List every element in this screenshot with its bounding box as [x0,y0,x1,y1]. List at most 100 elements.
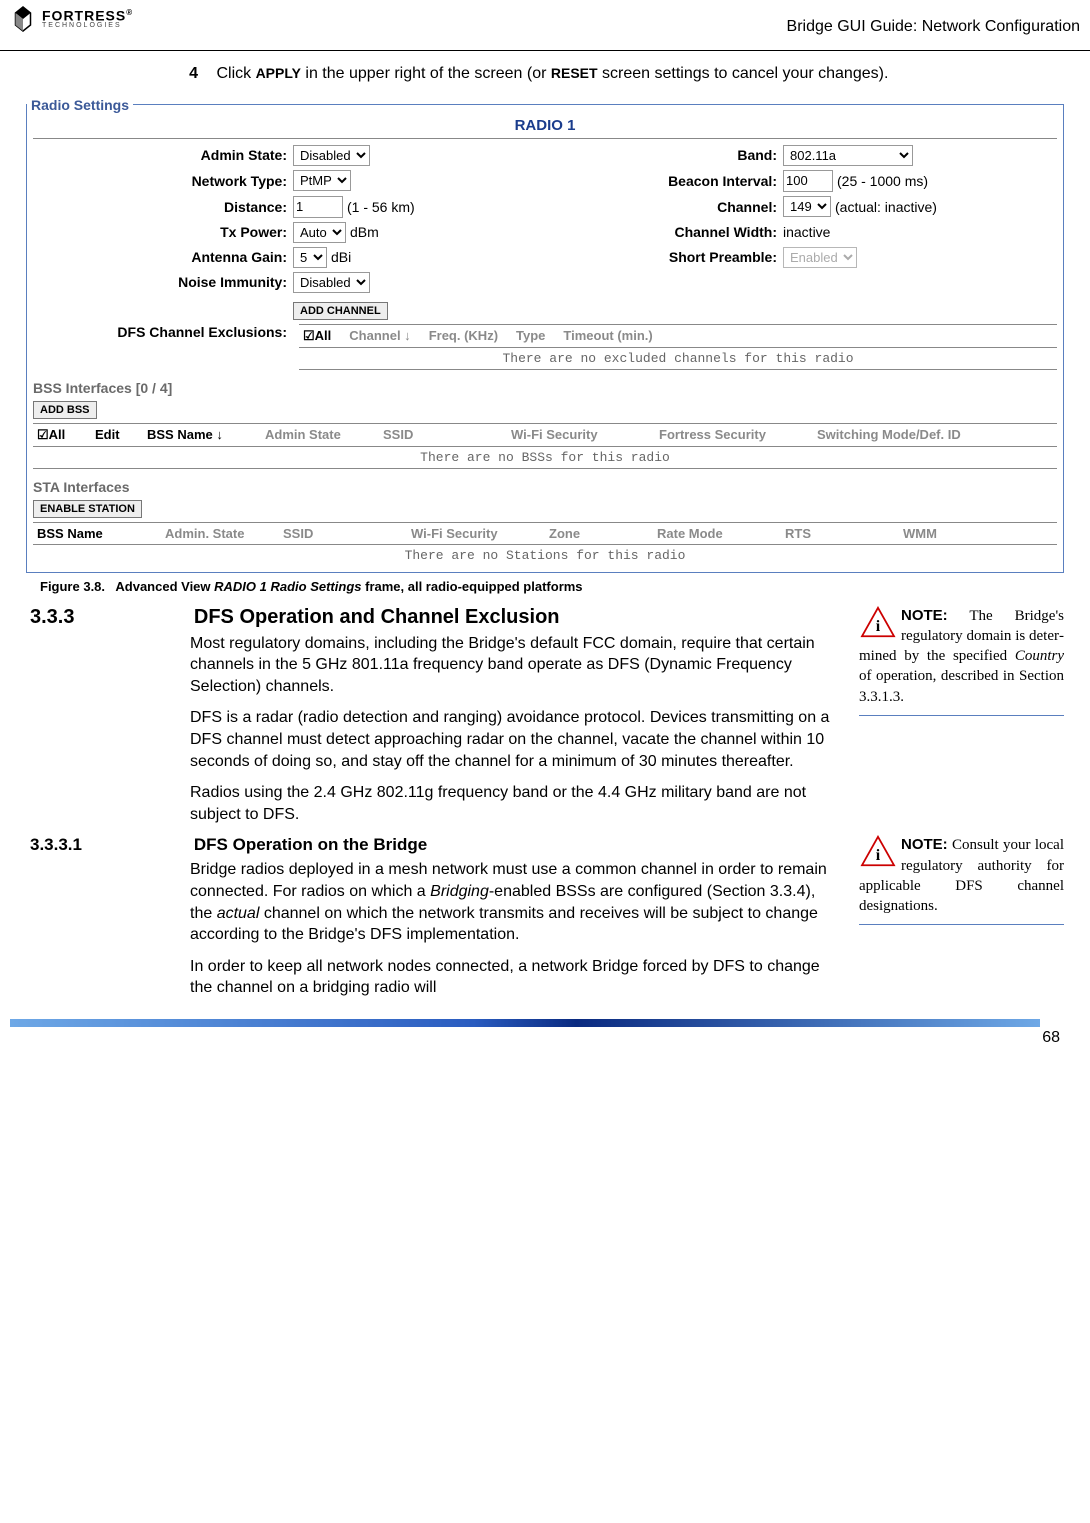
sta-col-wifi: Wi-Fi Security [407,522,545,544]
figure-caption: Figure 3.8. Advanced View RADIO 1 Radio … [40,579,1064,594]
note2-label: NOTE: [901,836,948,853]
sta-header: STA Interfaces [33,479,1057,495]
step-text-1: Click [216,65,255,82]
beacon-interval-label: Beacon Interval: [573,173,783,189]
radio-title: RADIO 1 [33,113,1057,139]
radio-form-grid: Admin State: Disabled Band: 802.11a Netw… [33,145,1057,293]
page: FORTRESS® TECHNOLOGIES Bridge GUI Guide:… [0,0,1090,1077]
section-3331-title: DFS Operation on the Bridge [194,835,427,855]
radio-settings-legend: Radio Settings [27,97,133,113]
logo-line1: FORTRESS [42,7,126,23]
tx-power-unit: dBm [350,224,379,240]
network-type-select[interactable]: PtMP [293,170,351,191]
radio-settings-panel: Radio Settings RADIO 1 Admin State: Disa… [26,97,1064,573]
antenna-gain-select[interactable]: 5 [293,247,327,268]
section-333-num: 3.3.3 [0,606,190,629]
step-text-3: screen settings to cancel your changes). [598,65,889,82]
enable-station-button[interactable]: ENABLE STATION [33,500,142,518]
sta-table: BSS Name Admin. State SSID Wi-Fi Securit… [33,522,1057,545]
note-2: i NOTE: Consult your local regula­tory a… [859,835,1064,925]
apply-label: APPLY [256,65,301,81]
note-1: i NOTE: The Bridge's regulato­ry domain … [859,606,1064,716]
sta-col-admin: Admin. State [161,522,279,544]
bss-table: ☑All Edit BSS Name ↓ Admin State SSID Wi… [33,423,1057,447]
section-333-title: DFS Operation and Channel Exclusion [194,606,560,629]
figure-text2: frame, all radio-equipped platforms [362,579,583,594]
note1-text-b: of operation, de­scribed in Section 3.3.… [859,668,1064,704]
svg-text:i: i [876,617,881,634]
bss-col-ssid: SSID [379,423,507,446]
tx-power-select[interactable]: Auto [293,222,346,243]
logo-text: FORTRESS® TECHNOLOGIES [42,9,133,30]
instruction-step: 4 Click APPLY in the upper right of the … [180,63,1050,85]
reset-label: RESET [551,65,598,81]
sta-col-zone: Zone [545,522,653,544]
add-channel-button[interactable]: ADD CHANNEL [293,302,388,320]
section-3331-num: 3.3.3.1 [0,835,190,855]
network-type-label: Network Type: [33,173,293,189]
info-icon: i [859,835,897,867]
bss-header: BSS Interfaces [0 / 4] [33,380,1057,396]
short-preamble-label: Short Preamble: [573,249,783,265]
dfs-col-freq: Freq. (KHz) [429,328,498,344]
fortress-logo-icon [8,4,38,34]
antenna-gain-label: Antenna Gain: [33,249,293,265]
bss-col-edit: Edit [91,423,143,446]
bss-empty: There are no BSSs for this radio [33,447,1057,469]
logo-line2: TECHNOLOGIES [42,23,133,30]
channel-hint: (actual: inactive) [835,199,937,215]
section-333-p3: Radios using the 2.4 GHz 802.11g frequen… [190,782,839,825]
tx-power-label: Tx Power: [33,224,293,240]
figure-text1: Advanced View [115,579,214,594]
distance-hint: (1 - 56 km) [347,199,415,215]
noise-immunity-label: Noise Immunity: [33,274,293,290]
sta-col-rts: RTS [781,522,899,544]
note1-label: NOTE: [901,607,948,624]
bss-col-wifi: Wi-Fi Security [507,423,655,446]
step-number: 4 [180,63,198,85]
bss-col-fortress: Fortress Security [655,423,813,446]
p1-ital1: Bridging [430,883,489,900]
step-text-2: in the upper right of the screen (or [301,65,551,82]
p1c: channel on which the network transmits a… [190,905,818,944]
bss-col-admin: Admin State [261,423,379,446]
svg-text:i: i [876,847,881,864]
dfs-label: DFS Channel Exclusions: [33,324,293,340]
channel-width-value: inactive [783,224,830,240]
section-3331-row: 3.3.3.1 DFS Operation on the Bridge Brid… [0,835,1064,1009]
logo: FORTRESS® TECHNOLOGIES [8,4,133,34]
section-333-p2: DFS is a radar (radio detection and rang… [190,707,839,772]
dfs-columns: ☑All Channel ↓ Freq. (KHz) Type Timeout … [299,324,1057,348]
admin-state-select[interactable]: Disabled [293,145,370,166]
beacon-interval-input[interactable] [783,170,833,192]
figure-label: Figure 3.8. [40,579,105,594]
section-3331-p1: Bridge radios deployed in a mesh network… [190,859,839,945]
bss-col-name: BSS Name ↓ [143,423,261,446]
section-333-p1: Most regulatory domains, including the B… [190,633,839,698]
sta-col-bss: BSS Name [33,522,161,544]
short-preamble-select: Enabled [783,247,857,268]
header-right-text: Bridge GUI Guide: Network Configuration [787,18,1080,36]
sta-empty: There are no Stations for this radio [33,545,1057,566]
distance-input[interactable] [293,196,343,218]
band-select[interactable]: 802.11a [783,145,913,166]
sta-col-rate: Rate Mode [653,522,781,544]
dfs-col-timeout: Timeout (min.) [563,328,652,344]
page-header: FORTRESS® TECHNOLOGIES Bridge GUI Guide:… [0,0,1090,51]
section-3331-p2: In order to keep all network nodes conne… [190,956,839,999]
dfs-col-channel: Channel ↓ [349,328,410,344]
p1-ital2: actual [217,905,260,922]
radio-inner: RADIO 1 Admin State: Disabled Band: 802.… [27,113,1063,572]
bss-col-all[interactable]: ☑All [33,423,91,446]
antenna-gain-unit: dBi [331,249,351,265]
sta-col-wmm: WMM [899,522,1057,544]
info-icon: i [859,606,897,638]
channel-width-label: Channel Width: [573,224,783,240]
page-number: 68 [0,1029,1060,1047]
noise-immunity-select[interactable]: Disabled [293,272,370,293]
channel-select[interactable]: 149 [783,196,831,217]
add-bss-button[interactable]: ADD BSS [33,401,97,419]
section-333-heading: 3.3.3 DFS Operation and Channel Exclusio… [0,606,859,633]
footer-bar [10,1019,1040,1027]
dfs-all[interactable]: ☑All [303,328,331,344]
